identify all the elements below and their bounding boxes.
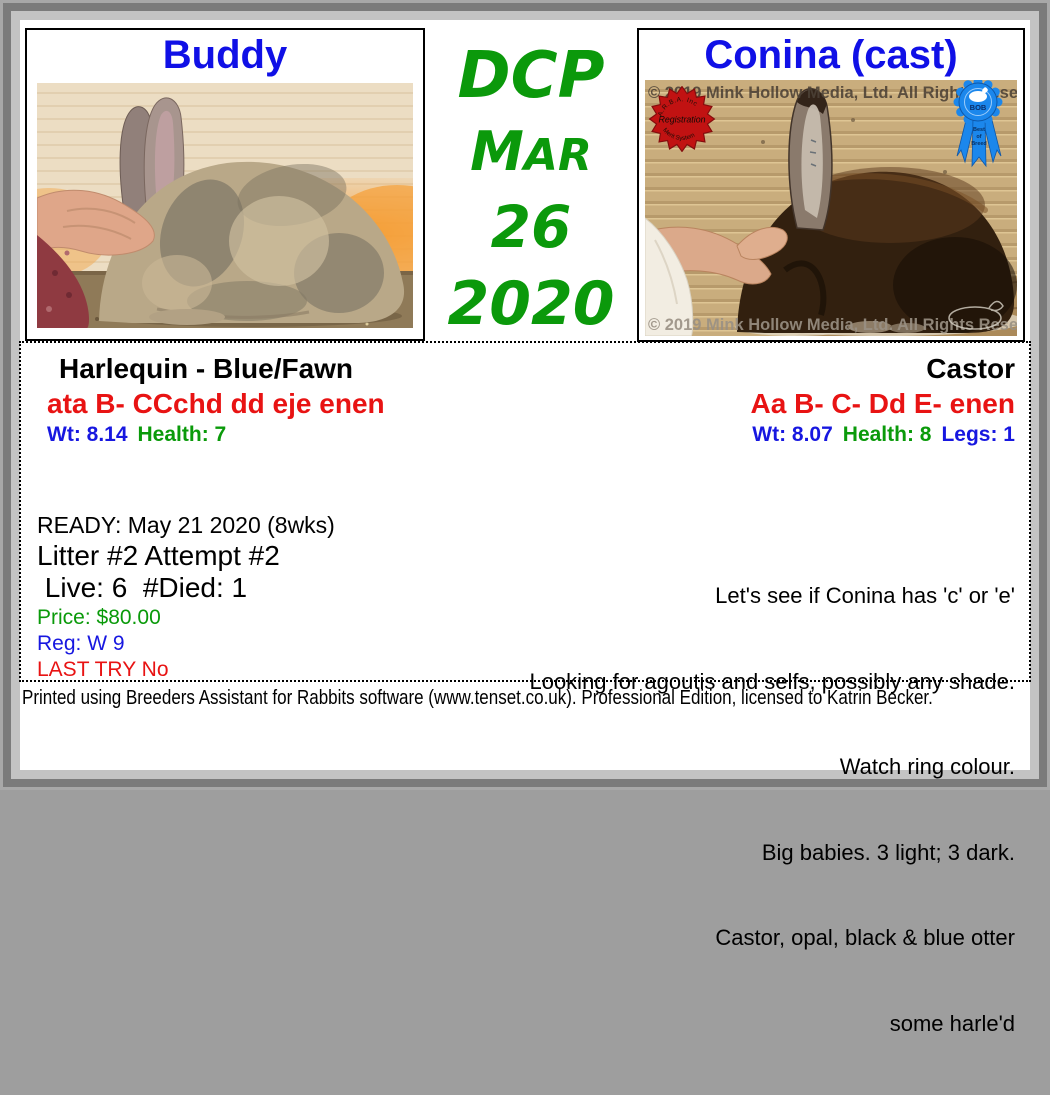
date-prefix: DCP xyxy=(457,39,605,113)
buck-weight: Wt: 8.14 xyxy=(47,423,128,446)
last-try-flag: LAST TRY No xyxy=(37,658,169,681)
buck-photo xyxy=(37,83,413,328)
handler-hand xyxy=(37,189,155,256)
rabbit-ear xyxy=(788,87,833,231)
ready-date: READY: May 21 2020 (8wks) xyxy=(37,512,335,538)
litter-attempt: Litter #2 Attempt #2 xyxy=(37,540,280,571)
buck-name: Buddy xyxy=(162,33,288,77)
pairing-info-box: Harlequin - Blue/Fawn ata B- CCchd dd ej… xyxy=(19,341,1031,1036)
note-line: Castor, opal, black & blue otter xyxy=(715,925,1015,950)
doe-panel: Conina (cast) xyxy=(637,28,1025,342)
rabbit-logo-icon xyxy=(948,300,1004,330)
rosette-rabbit-icon xyxy=(969,87,988,102)
litter-details: READY: May 21 2020 (8wks) Litter #2 Atte… xyxy=(37,511,335,683)
buck-variety: Harlequin - Blue/Fawn xyxy=(59,353,354,384)
handler-sleeve xyxy=(645,217,694,336)
buck-stats: Wt: 8.14 Health: 7 xyxy=(47,421,385,449)
breeding-notes: Let's see if Conina has 'c' or 'e' Looki… xyxy=(529,525,1015,1095)
rabbit-body xyxy=(99,161,405,325)
buck-health: Health: 7 xyxy=(137,423,227,446)
buck-genotype: ata B- CCchd dd eje enen xyxy=(47,388,385,419)
rosette-ribbon-line1: Best xyxy=(973,127,985,133)
doe-weight: Wt: 8.07 xyxy=(752,423,833,446)
buck-panel: Buddy xyxy=(25,28,425,341)
note-line: Looking for agoutis and selfs, possibly … xyxy=(529,668,1015,694)
doe-summary: Castor Aa B- C- Dd E- enen Wt: 8.07 Healt… xyxy=(751,351,1015,449)
doe-genotype: Aa B- C- Dd E- enen xyxy=(750,388,1015,419)
date-year: 2020 xyxy=(447,269,615,339)
watermark-bottom-group: © 2019 Mink Hollow Media, Ltd. All Right… xyxy=(648,300,1017,334)
note-line: Let's see if Conina has 'c' or 'e' xyxy=(715,583,1015,608)
watermark-top: © 2019 Mink Hollow Media, Ltd. All Right… xyxy=(648,84,1017,102)
wall-screws xyxy=(761,118,947,174)
rosette-ribbon-line2: of xyxy=(976,134,981,140)
software-credit: Printed using Breeders Assistant for Rab… xyxy=(22,686,1030,710)
doe-name: Conina (cast) xyxy=(704,33,958,77)
rosette-award-text: BOB xyxy=(970,103,987,112)
software-credit-text: Printed using Breeders Assistant for Rab… xyxy=(22,687,933,709)
price: Price: $80.00 xyxy=(37,606,161,629)
registration-badge-icon: A.R.B.A. Inc Registration Merit System xyxy=(648,86,716,152)
rosette-tails xyxy=(956,115,1002,168)
buck-summary: Harlequin - Blue/Fawn ata B- CCchd dd ej… xyxy=(47,351,385,449)
bob-rosette-icon: BOB Best of Breed xyxy=(953,80,1003,168)
doe-variety: Castor xyxy=(926,353,1015,384)
pairing-date: DCP MAR 26 2020 xyxy=(423,34,639,344)
date-day: 26 xyxy=(490,193,572,261)
rosette-ribbon-line3: Breed xyxy=(971,141,987,147)
doe-photo: © 2019 Mink Hollow Media, Ltd. All Right… xyxy=(645,80,1017,336)
note-line: some harle'd xyxy=(889,1010,1015,1036)
breeding-card: Buddy xyxy=(19,20,1031,1036)
live-died-counts: Live: 6 #Died: 1 xyxy=(37,572,248,603)
watermark-bottom: © 2019 Mink Hollow Media, Ltd. All Right… xyxy=(648,316,1017,334)
registration-number: Reg: W 9 xyxy=(37,632,125,655)
date-month: MAR xyxy=(470,120,592,183)
note-line: Big babies. 3 light; 3 dark. xyxy=(761,839,1015,865)
rosette-inner-ring xyxy=(964,88,992,116)
doe-health: Health: 8 xyxy=(842,423,932,446)
doe-legs: Legs: 1 xyxy=(941,423,1015,446)
handler-sleeve xyxy=(37,235,89,328)
badge-label-text: Registration xyxy=(658,115,705,125)
note-line: Watch ring colour. xyxy=(839,754,1015,779)
doe-stats: Wt: 8.07 Health: 8 Legs: 1 xyxy=(751,421,1015,449)
